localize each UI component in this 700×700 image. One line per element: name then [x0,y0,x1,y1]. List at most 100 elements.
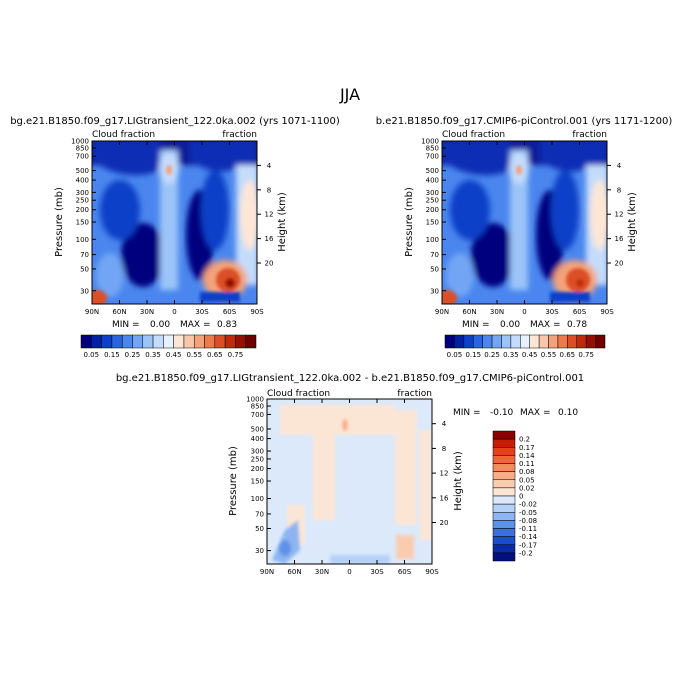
y-tick-label: 1000 [421,138,439,146]
colorbar-label: 0.55 [541,351,557,359]
y-tick-label: 850 [426,144,439,152]
colorbar-swatch [204,334,216,349]
field-nh-low [96,253,124,297]
colorbar-label: -0.11 [519,525,537,533]
panel-3-max-label: MAX = [520,408,551,418]
colorbar-swatch [121,334,133,349]
colorbar-label: 0.25 [125,351,141,359]
colorbar-swatch [245,334,257,349]
colorbar-swatch [492,520,516,529]
y-tick-label: 70 [80,251,89,259]
colorbar-label: 0.2 [519,436,530,444]
colorbar-swatch [492,447,516,456]
y2-tick-label: 16 [615,235,624,243]
y-tick-label: 1000 [71,138,89,146]
colorbar-swatch [80,334,92,349]
field-sh-upper [190,141,257,172]
y-tick-label: 300 [76,189,89,197]
x-tick-label: 60N [287,568,301,576]
y-tick-label: 300 [251,448,264,456]
colorbar-swatch [492,463,516,472]
x-tick-label: 60S [573,308,587,316]
field-nh-low-core [279,540,291,556]
colorbar-swatch [576,334,587,349]
colorbar-label: 0.02 [519,484,535,492]
colorbar-label: 0.14 [519,452,535,460]
field-sh-low-positive [396,535,414,559]
colorbar-swatch [492,503,516,513]
colorbar-label: 0.35 [145,351,161,359]
colorbar-label: 0.65 [560,351,576,359]
colorbar-swatch [492,536,516,545]
colorbar-label: -0.02 [519,501,537,509]
field-nh-low [446,253,474,297]
field-sh-warm [240,180,257,250]
y-tick-label: 200 [426,206,439,214]
x-tick-label: 30S [195,308,209,316]
panel-2-min-label: MIN = [462,320,490,330]
colorbar-swatch [224,334,236,349]
y-tick-label: 700 [76,153,89,161]
panel-1-ylabel: Pressure (mb) [54,187,65,257]
x-tick-label: 60N [112,308,126,316]
colorbar-swatch [548,334,559,349]
y-tick-label: 200 [251,465,264,473]
y-tick-label: 100 [76,236,89,244]
colorbar-label: 0.75 [578,351,594,359]
colorbar-swatch [492,455,516,464]
panel-2-field [442,141,607,304]
colorbar-label: 0.05 [447,351,463,359]
field-sh-upper [540,141,607,172]
colorbar-label: 0.08 [519,468,535,476]
colorbar-swatch [529,334,540,349]
field-sh-surface-band [200,292,240,302]
y-tick-label: 50 [430,265,439,273]
colorbar-swatch [585,334,596,349]
colorbar-label: 0.05 [519,476,535,484]
y2-tick-label: 12 [615,211,624,219]
y-tick-label: 150 [76,219,89,227]
field-sh-warm [590,180,607,250]
colorbar-label: -0.14 [519,533,538,541]
panel-1-title: bg.e21.B1850.f09_g17.LIGtransient_122.0k… [10,116,340,127]
x-tick-label: 90S [425,568,439,576]
y2-tick-label: 4 [617,162,622,170]
panel-3-left-label: Cloud fraction [267,389,330,399]
colorbar-swatch [491,334,502,349]
colorbar-swatch [492,479,516,489]
y2-tick-label: 4 [442,420,447,428]
panel-2-min-value: 0.00 [500,320,520,330]
colorbar-swatch [472,334,483,349]
colorbar-swatch [111,334,123,349]
y-tick-label: 50 [255,525,264,533]
y2-tick-label: 16 [265,235,274,243]
panel-1: bg.e21.B1850.f09_g17.LIGtransient_122.0k… [10,116,340,359]
x-tick-label: 60S [398,568,412,576]
colorbar-label: 0.15 [465,351,481,359]
panel-1-y2label: Height (km) [277,192,288,252]
y2-tick-label: 8 [442,445,446,453]
field-sh-surface-band [550,292,590,302]
x-tick-label: 90S [600,308,614,316]
field-sh-mid-blue [551,170,579,250]
panel-2-max-value: 0.78 [567,320,587,330]
colorbar-label: -0.2 [519,549,533,557]
panel-1-max-label: MAX = [180,320,211,330]
y-tick-label: 400 [251,435,264,443]
y2-tick-label: 16 [440,494,449,502]
panel-3-y2label: Height (km) [453,451,464,511]
panel-2-left-label: Cloud fraction [442,130,505,140]
y-tick-label: 30 [430,287,439,295]
colorbar-swatch [183,334,195,349]
colorbar-label: -0.08 [519,517,537,525]
colorbar-swatch [235,334,246,349]
y-tick-label: 50 [80,265,89,273]
y-tick-label: 850 [251,403,264,411]
x-tick-label: 60S [223,308,237,316]
colorbar-swatch [520,334,530,349]
x-tick-label: 30N [140,308,154,316]
x-tick-label: 30S [545,308,559,316]
colorbar-swatch [132,334,144,349]
x-tick-label: 30S [370,568,384,576]
y-tick-label: 100 [251,495,264,503]
